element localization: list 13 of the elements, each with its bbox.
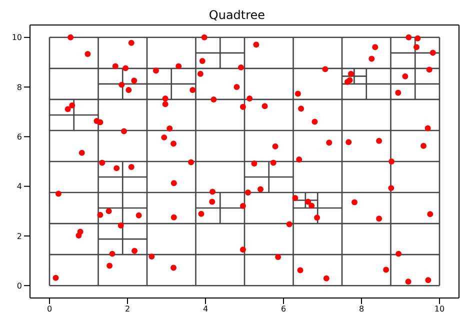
y-tick-label: 0: [16, 281, 22, 290]
y-tick-label: 6: [16, 132, 22, 142]
chart-title: Quadtree: [208, 8, 266, 22]
y-tick-label: 2: [16, 232, 22, 241]
y-tick-label: 8: [16, 82, 22, 92]
x-tick-label: 8: [358, 304, 364, 314]
x-tick-label: 4: [202, 304, 208, 314]
x-tick-label: 10: [434, 304, 445, 314]
x-tick-label: 0: [46, 304, 52, 314]
y-tick-label: 10: [12, 33, 22, 42]
y-tick-label: 4: [16, 182, 22, 192]
x-tick-label: 2: [124, 304, 130, 314]
x-tick-label: 6: [280, 304, 286, 314]
